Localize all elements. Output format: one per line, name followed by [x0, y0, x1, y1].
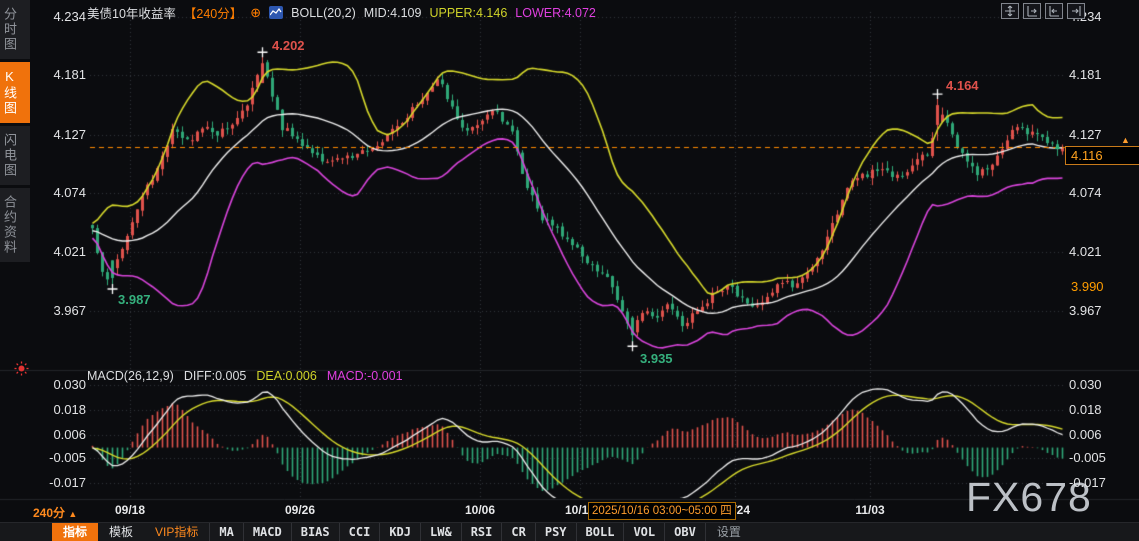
macd-axis-tick-right: -0.005 [1069, 450, 1106, 465]
period-label[interactable]: 【240分】 [183, 7, 243, 21]
price-axis-tick-right: 4.127 [1069, 127, 1102, 142]
period-selector-label: 240分 [33, 506, 66, 520]
price-axis-tick-right: 4.074 [1069, 185, 1102, 200]
pan-crosshair-icon[interactable] [1001, 3, 1019, 19]
toolbar-item-vol[interactable]: VOL [623, 523, 664, 541]
macd-params-label: MACD(26,12,9) [87, 369, 174, 383]
toolbar-item-lwr[interactable]: LW& [420, 523, 461, 541]
prev-close-label: 3.990 [1069, 279, 1106, 294]
boll-mid-value: MID:4.109 [363, 5, 422, 20]
macd-axis-tick-right: 0.018 [1069, 402, 1102, 417]
macd-axis-tick-left: 0.006 [53, 427, 86, 442]
toolbar-item-rsi[interactable]: RSI [460, 523, 502, 541]
date-axis-tick: 09/18 [114, 503, 146, 517]
date-axis-tick: 10/14 [564, 503, 596, 517]
price-axis-tick-left: 4.074 [53, 185, 86, 200]
sidebar: 分时图 K线图 闪电图 合约资料 [0, 0, 30, 262]
period-selector-arrow-icon: ▲ [68, 509, 78, 519]
boll-upper-value: UPPER:4.146 [429, 5, 508, 20]
toolbar-item-ma[interactable]: MA [209, 523, 242, 541]
live-indicator-icon[interactable] [14, 361, 29, 381]
macd-axis-tick-left: 0.018 [53, 402, 86, 417]
compress-bars-icon[interactable] [1023, 3, 1041, 19]
chart-header: 美债10年收益率 【240分】 ⊕ BOLL(20,2) MID:4.109 U… [87, 3, 596, 22]
expand-bars-icon[interactable] [1045, 3, 1063, 19]
bottom-toolbar: 指标 模板 VIP指标 MA MACD BIAS CCI KDJ LW& RSI CR PSY BOLL… [0, 522, 1139, 541]
boll-lower-value: LOWER:4.072 [515, 5, 596, 20]
sidebar-item-time-chart[interactable]: 分时图 [0, 0, 30, 59]
circle-plus-icon[interactable]: ⊕ [250, 4, 262, 20]
price-axis-tick-left: 4.021 [53, 244, 86, 259]
price-axis-tick-left: 3.967 [53, 303, 86, 318]
current-price-value: 4.116 [1071, 148, 1103, 163]
price-axis-tick-right: 4.021 [1069, 244, 1102, 259]
macd-dea-value: DEA:0.006 [256, 369, 317, 383]
macd-hist-value: MACD:-0.001 [326, 369, 403, 383]
extreme-price-annotation: 3.935 [640, 351, 673, 366]
macd-axis-tick-left: 0.030 [53, 377, 86, 392]
indicator-chart-icon[interactable] [269, 6, 284, 19]
instrument-title: 美债10年收益率 [87, 7, 176, 21]
price-axis-tick-right: 4.181 [1069, 67, 1102, 82]
toolbar-item-cr[interactable]: CR [501, 523, 534, 541]
toolbar-item-settings[interactable]: 设置 [704, 523, 752, 541]
extreme-price-annotation: 4.164 [946, 78, 979, 93]
macd-axis-tick-left: -0.005 [49, 450, 86, 465]
price-axis-tick-left: 4.127 [53, 127, 86, 142]
macd-axis-tick-right: -0.017 [1069, 475, 1106, 490]
price-up-arrow-icon: ▲ [1121, 135, 1130, 145]
toolbar-item-obv[interactable]: OBV [664, 523, 705, 541]
macd-header: MACD(26,12,9) DIFF:0.005 DEA:0.006 MACD:… [87, 369, 403, 383]
sidebar-item-flash-chart[interactable]: 闪电图 [0, 126, 30, 185]
brand-watermark: FX678 [966, 474, 1092, 520]
toolbar-item-vip-indicator[interactable]: VIP指标 [155, 525, 199, 539]
price-axis-tick-left: 4.234 [53, 9, 86, 24]
last-price-arrow-icon: ▲ [1053, 141, 1062, 151]
date-axis-tick: 11/03 [855, 503, 885, 517]
current-price-badge: 4.116 [1065, 146, 1139, 165]
macd-axis-tick-right: 0.006 [1069, 427, 1102, 442]
toolbar-item-bias[interactable]: BIAS [290, 523, 339, 541]
toolbar-item-psy[interactable]: PSY [534, 523, 576, 541]
chart-tool-icons [1001, 3, 1085, 19]
macd-axis-tick-left: -0.017 [49, 475, 86, 490]
toolbar-item-template[interactable]: 模板 [109, 525, 134, 539]
boll-label: BOLL(20,2) [291, 5, 356, 20]
toolbar-item-macd[interactable]: MACD [242, 523, 291, 541]
period-selector[interactable]: 240分 ▲ [33, 504, 77, 521]
date-axis-tick: 10/06 [464, 503, 496, 517]
macd-diff-value: DIFF:0.005 [183, 369, 247, 383]
toolbar-item-cci[interactable]: CCI [338, 523, 380, 541]
macd-axis-tick-right: 0.030 [1069, 377, 1102, 392]
toolbar-item-kdj[interactable]: KDJ [379, 523, 420, 541]
toolbar-item-indicator[interactable]: 指标 [52, 523, 99, 541]
price-axis-tick-left: 4.181 [53, 67, 86, 82]
bar-time-tooltip: 2025/10/16 03:00~05:00 四 [588, 502, 736, 520]
sidebar-item-contract-info[interactable]: 合约资料 [0, 188, 30, 262]
extreme-price-annotation: 4.202 [272, 38, 305, 53]
toolbar-item-boll[interactable]: BOLL [575, 523, 624, 541]
date-axis-tick: 09/26 [284, 503, 316, 517]
sidebar-item-kline-chart[interactable]: K线图 [0, 62, 30, 123]
extreme-price-annotation: 3.987 [118, 292, 151, 307]
price-axis-tick-right: 3.967 [1069, 303, 1102, 318]
shift-right-icon[interactable] [1067, 3, 1085, 19]
